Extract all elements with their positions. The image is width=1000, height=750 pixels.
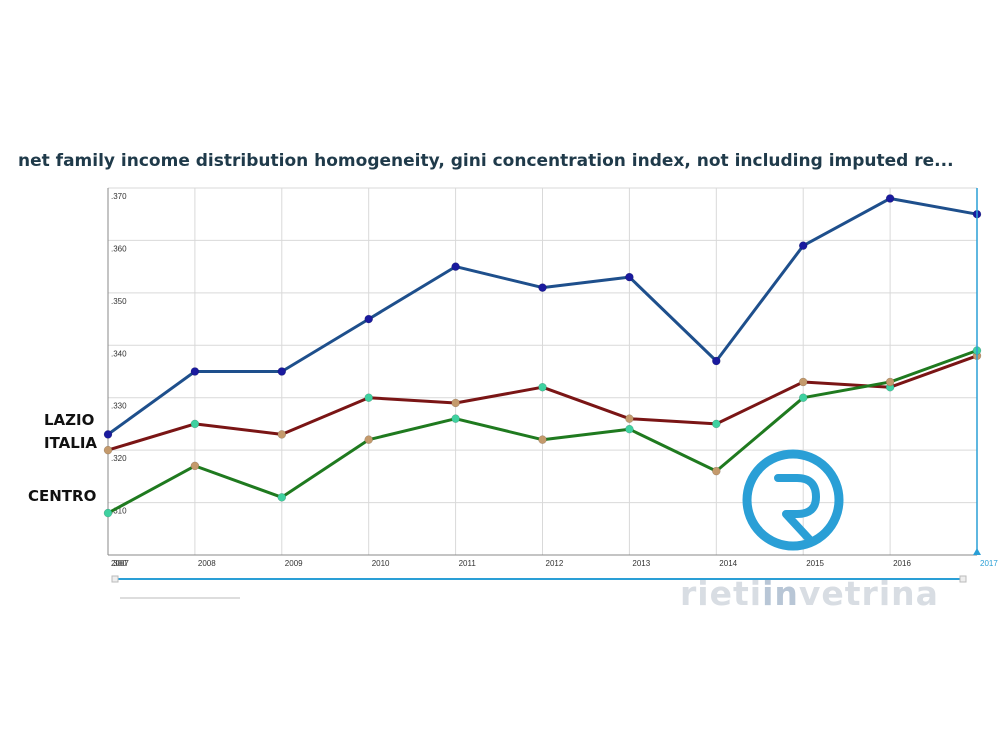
- series-label-italia: ITALIA: [44, 434, 98, 452]
- data-point-centro: [451, 414, 460, 423]
- data-point-lazio: [277, 367, 287, 376]
- series-label-lazio: LAZIO: [44, 411, 95, 429]
- data-point-italia: [364, 393, 373, 402]
- x-tick-label: 2007: [111, 559, 129, 568]
- data-point-centro: [712, 466, 721, 476]
- x-tick-label: 2009: [285, 559, 303, 568]
- x-tick-label: 2011: [459, 559, 477, 568]
- axis-ticks: .300 .310 .320 .330 .340 .350 .360 .370 2007 2008…: [111, 192, 998, 568]
- data-point-italia: [277, 430, 287, 439]
- data-point-lazio: [712, 356, 721, 366]
- series-points: [103, 194, 982, 518]
- watermark-suffix: vetrina: [798, 574, 939, 613]
- series-label-centro: CENTRO: [28, 487, 97, 505]
- y-tick-label: .350: [111, 297, 127, 306]
- data-point-lazio: [451, 262, 460, 271]
- watermark-logo-text: rietiinvetrina: [680, 574, 939, 613]
- data-point-centro: [364, 435, 373, 444]
- data-point-lazio: [364, 314, 373, 324]
- x-tick-label: 2008: [198, 559, 216, 568]
- data-point-italia: [190, 419, 200, 429]
- data-point-centro: [538, 435, 547, 444]
- data-point-italia: [798, 377, 808, 387]
- y-tick-label: .360: [111, 244, 127, 253]
- y-tick-label: .370: [111, 192, 127, 201]
- chart-decor: [111, 188, 981, 599]
- y-tick-label: .330: [111, 402, 127, 411]
- watermark-circle: [742, 449, 844, 551]
- data-point-centro: [277, 493, 287, 502]
- data-point-lazio: [625, 272, 634, 282]
- x-tick-label: 2014: [719, 559, 737, 568]
- x-tick-label: 2013: [632, 559, 650, 568]
- data-point-italia: [538, 382, 547, 392]
- y-tick-label: .310: [111, 507, 127, 516]
- x-tick-label: 2010: [372, 559, 390, 568]
- watermark-prefix: rieti: [680, 574, 763, 613]
- data-point-centro: [190, 461, 200, 471]
- data-point-italia: [103, 445, 113, 455]
- watermark-r-glyph: [774, 474, 820, 544]
- data-point-lazio: [885, 194, 895, 203]
- y-tick-label: .320: [111, 454, 127, 463]
- time-slider-handle-start: [111, 575, 119, 583]
- data-point-italia: [712, 419, 721, 429]
- watermark-highlight: in: [762, 574, 799, 613]
- y-tick-label: .300: [111, 559, 127, 568]
- x-tick-label: 2015: [806, 559, 824, 568]
- data-point-lazio: [103, 430, 113, 439]
- x-tick-label: 2012: [546, 559, 564, 568]
- data-point-centro: [625, 424, 634, 434]
- data-point-italia: [451, 398, 460, 408]
- x-tick-label: 2016: [893, 559, 911, 568]
- data-point-centro: [798, 393, 808, 402]
- data-point-centro: [103, 508, 113, 518]
- year-cursor-marker: [973, 548, 981, 555]
- data-point-lazio: [538, 283, 547, 292]
- time-slider-handle-end: [959, 575, 967, 583]
- y-tick-label: .340: [111, 349, 127, 358]
- chart-title: net family income distribution homogenei…: [18, 151, 954, 171]
- data-point-lazio: [798, 241, 808, 250]
- data-point-lazio: [190, 367, 200, 376]
- data-point-italia: [625, 414, 634, 423]
- x-tick-label: 2017: [980, 559, 998, 568]
- data-point-centro: [885, 377, 895, 387]
